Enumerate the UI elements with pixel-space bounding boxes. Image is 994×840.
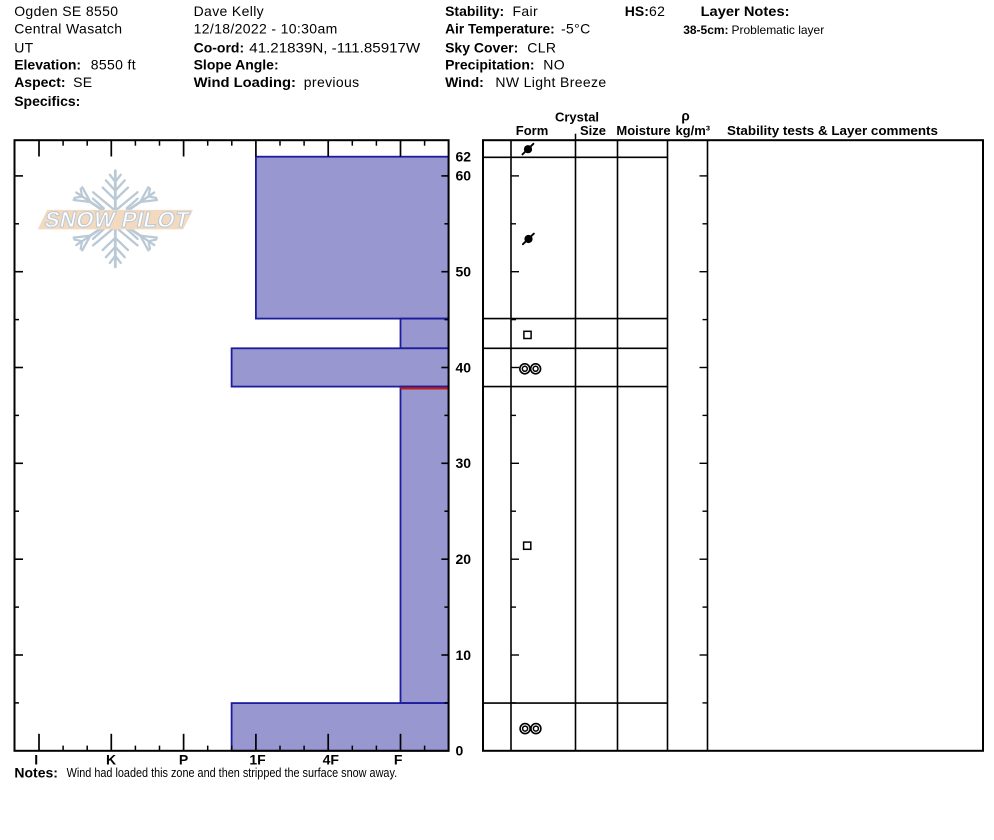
svg-text:Co-ord:: Co-ord: xyxy=(194,39,245,55)
svg-text:kg/m³: kg/m³ xyxy=(675,123,710,138)
svg-text:Central Wasatch: Central Wasatch xyxy=(14,20,122,36)
svg-text:62: 62 xyxy=(456,149,472,165)
svg-text:Fair: Fair xyxy=(513,3,539,19)
svg-text:ρ: ρ xyxy=(681,109,689,124)
svg-text:Size: Size xyxy=(580,123,606,138)
svg-text:Layer Notes:: Layer Notes: xyxy=(701,3,790,19)
svg-text:Elevation:: Elevation: xyxy=(14,56,81,72)
svg-text:SE: SE xyxy=(73,74,92,90)
svg-text:Ogden SE 8550: Ogden SE 8550 xyxy=(14,3,118,19)
svg-text:20: 20 xyxy=(456,551,472,567)
svg-text:50: 50 xyxy=(456,264,472,280)
svg-text:previous: previous xyxy=(304,74,360,90)
svg-text:Form: Form xyxy=(516,123,549,138)
svg-text:Crystal: Crystal xyxy=(555,110,599,125)
svg-text:60: 60 xyxy=(456,168,472,184)
svg-text:Wind Loading:: Wind Loading: xyxy=(194,74,296,90)
svg-text:Sky Cover:: Sky Cover: xyxy=(445,39,518,55)
svg-text:Notes:: Notes: xyxy=(14,764,58,780)
svg-text:Moisture: Moisture xyxy=(616,123,670,138)
svg-text:NW Light Breeze: NW Light Breeze xyxy=(495,74,606,90)
svg-text:4F: 4F xyxy=(323,752,340,768)
svg-text:10: 10 xyxy=(456,647,472,663)
svg-text:F: F xyxy=(394,752,403,768)
svg-text:I: I xyxy=(34,752,38,768)
svg-text:Problematic layer: Problematic layer xyxy=(732,23,825,37)
svg-text:CLR: CLR xyxy=(527,39,556,55)
svg-text:41.21839N, -111.85917W: 41.21839N, -111.85917W xyxy=(249,39,421,55)
svg-text:12/18/2022 - 10:30am: 12/18/2022 - 10:30am xyxy=(194,20,338,36)
svg-text:Dave Kelly: Dave Kelly xyxy=(194,3,264,19)
svg-text:Stability tests & Layer commen: Stability tests & Layer comments xyxy=(727,123,938,138)
svg-text:30: 30 xyxy=(456,455,472,471)
svg-text:P: P xyxy=(179,752,188,768)
svg-text:0: 0 xyxy=(456,743,464,759)
svg-text:Specifics:: Specifics: xyxy=(14,93,80,109)
svg-text:HS:: HS: xyxy=(625,3,649,19)
svg-text:SNOW PILOT: SNOW PILOT xyxy=(42,207,192,232)
svg-text:38-5cm:: 38-5cm: xyxy=(683,23,728,37)
svg-text:62: 62 xyxy=(649,3,665,19)
svg-text:1F: 1F xyxy=(249,752,266,768)
svg-text:Wind had loaded this zone and: Wind had loaded this zone and then strip… xyxy=(67,765,398,780)
svg-text:Precipitation:: Precipitation: xyxy=(445,56,534,72)
svg-text:Stability:: Stability: xyxy=(445,3,504,19)
svg-text:-5°C: -5°C xyxy=(561,20,591,36)
svg-text:8550 ft: 8550 ft xyxy=(91,56,136,72)
svg-text:UT: UT xyxy=(14,39,33,55)
svg-text:Slope Angle:: Slope Angle: xyxy=(194,56,279,72)
svg-text:K: K xyxy=(106,752,116,768)
svg-text:Wind:: Wind: xyxy=(445,74,484,90)
svg-text:Aspect:: Aspect: xyxy=(14,74,65,90)
svg-text:NO: NO xyxy=(543,56,565,72)
svg-text:40: 40 xyxy=(456,359,472,375)
svg-text:Air Temperature:: Air Temperature: xyxy=(445,20,555,36)
